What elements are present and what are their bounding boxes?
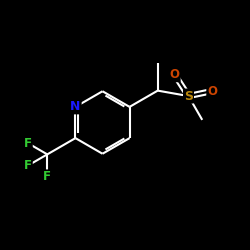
Text: S: S — [184, 90, 193, 102]
Text: N: N — [70, 100, 80, 114]
Text: F: F — [24, 136, 32, 149]
Text: O: O — [170, 68, 180, 81]
Text: F: F — [43, 170, 51, 183]
Text: F: F — [24, 159, 32, 172]
Text: O: O — [207, 84, 217, 98]
